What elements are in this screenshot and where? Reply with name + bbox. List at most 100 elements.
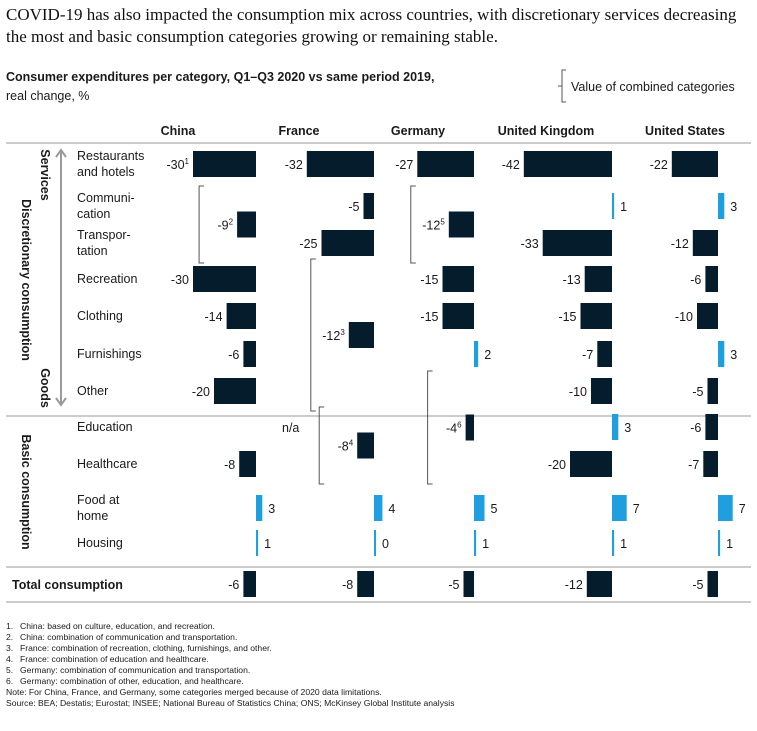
bar [523, 151, 612, 177]
bar-label: -42 [502, 158, 520, 172]
total-bar [463, 571, 474, 597]
bar-label: 2 [484, 348, 491, 362]
bar-label: -6 [228, 348, 239, 362]
category-label: Transpor- [77, 228, 131, 242]
legend-bracket-icon [558, 69, 566, 103]
bar [306, 151, 374, 177]
bar [612, 414, 619, 440]
combined-bracket [318, 406, 325, 485]
bar-label: -7 [582, 348, 593, 362]
bar [442, 303, 474, 329]
services-goods-arrow-icon [55, 148, 67, 407]
total-bar [586, 571, 612, 597]
category-label: home [77, 509, 108, 523]
footnote-5: 5. Germany: combination of communication … [6, 665, 251, 675]
category-label: Communi- [77, 191, 135, 205]
bar-label: 7 [739, 502, 746, 516]
bar-label: -6 [690, 273, 701, 287]
bar-label: 3 [730, 200, 737, 214]
category-label: Furnishings [77, 347, 142, 361]
category-label: Food at [77, 493, 120, 507]
bar-label: -15 [420, 273, 438, 287]
country-header: United Kingdom [498, 124, 595, 138]
bar-label: -20 [192, 385, 210, 399]
bar [597, 341, 612, 367]
footnote-marker: 6 [457, 421, 462, 430]
chart-units: real change, % [6, 89, 90, 103]
bar [442, 266, 474, 292]
group-label-basic: Basic consumption [19, 434, 33, 549]
bar-label: -27 [395, 158, 413, 172]
category-label: Other [77, 384, 108, 398]
total-bar-label: -6 [228, 578, 239, 592]
bar [256, 530, 259, 556]
bar [256, 495, 263, 521]
bar [363, 193, 374, 219]
combined-bar-label: -92 [218, 218, 234, 233]
combined-bar [237, 211, 256, 238]
bar-label: -8 [224, 458, 235, 472]
footnote-1: 1. China: based on culture, education, an… [6, 621, 215, 631]
total-label: Total consumption [12, 578, 123, 592]
combined-bar-label: -125 [422, 218, 445, 233]
bar [718, 193, 725, 219]
footnote-marker: 5 [440, 218, 445, 227]
bar [193, 266, 256, 292]
footnote-2: 2. China: combination of communication an… [6, 632, 238, 642]
bar-label: -10 [675, 310, 693, 324]
combined-value: -4 [446, 422, 457, 436]
combined-bar [193, 151, 256, 177]
total-bar [357, 571, 374, 597]
bar [703, 451, 718, 477]
bar [417, 151, 474, 177]
combined-value: -12 [422, 219, 440, 233]
bar-label: -13 [563, 273, 581, 287]
bar-label: -14 [205, 310, 223, 324]
chart-source: Source: BEA; Destatis; Eurostat; INSEE; … [6, 698, 455, 708]
category-label: and hotels [77, 165, 135, 179]
country-header: Germany [391, 124, 445, 138]
combined-bar [348, 322, 374, 348]
bar [612, 495, 627, 521]
bar-label: 1 [482, 537, 489, 551]
footnote-3: 3. France: combination of recreation, clo… [6, 643, 272, 653]
legend-label: Value of combined categories [571, 80, 735, 94]
bar [321, 230, 374, 256]
combined-value: -30 [166, 158, 184, 172]
bar [474, 341, 479, 367]
bar [374, 530, 376, 556]
footnote-marker: 1 [185, 157, 190, 166]
bar-label: -5 [348, 200, 359, 214]
bar [718, 341, 725, 367]
chart-subtitle: Consumer expenditures per category, Q1–Q… [6, 70, 435, 84]
chart-note: Note: For China, France, and Germany, so… [6, 687, 382, 697]
bar [580, 303, 612, 329]
combined-value: -9 [218, 219, 229, 233]
bar-label: 7 [633, 502, 640, 516]
bar [612, 530, 615, 556]
na-label: n/a [282, 421, 299, 435]
bar-label: -7 [688, 458, 699, 472]
footnote-marker: 4 [349, 439, 354, 448]
bar [707, 378, 718, 404]
category-label: tation [77, 244, 108, 258]
category-label: Healthcare [77, 457, 137, 471]
bar-label: -15 [558, 310, 576, 324]
total-bar [707, 571, 718, 597]
category-label: Education [77, 420, 133, 434]
bar [591, 378, 612, 404]
bar-label: -12 [671, 237, 689, 251]
headline: COVID-19 has also impacted the consumpti… [6, 5, 737, 46]
combined-bracket [410, 185, 416, 264]
bar [239, 451, 256, 477]
axis-label-goods: Goods [38, 368, 52, 408]
category-label: Clothing [77, 309, 123, 323]
combined-bar-label: -123 [322, 328, 345, 343]
bar [226, 303, 256, 329]
bar-label: -10 [569, 385, 587, 399]
footnote-4: 4. France: combination of education and h… [6, 654, 209, 664]
bar-chart: China France Germany United Kingdom United S… [6, 69, 751, 603]
combined-bar [357, 432, 374, 459]
combined-bar [465, 414, 474, 441]
bar [718, 530, 721, 556]
